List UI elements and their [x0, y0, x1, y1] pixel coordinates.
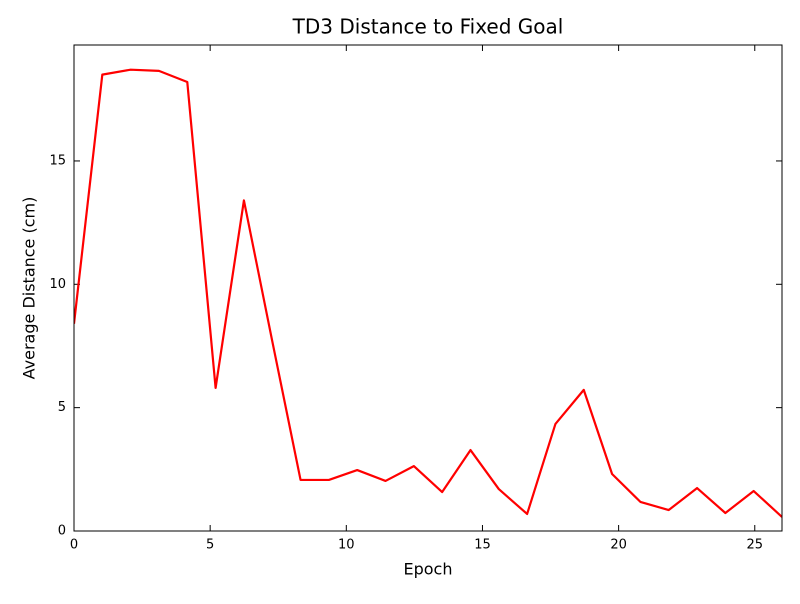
- x-tick-label: 15: [474, 538, 491, 553]
- y-tick-label: 10: [49, 277, 66, 292]
- x-tick-label: 25: [746, 538, 763, 553]
- y-tick-label: 0: [58, 524, 66, 539]
- plot-frame: [73, 44, 783, 532]
- chart-title: TD3 Distance to Fixed Goal: [292, 15, 564, 39]
- y-axis-label: Average Distance (cm): [20, 197, 39, 380]
- y-tick-label: 5: [58, 400, 66, 415]
- x-tick-label: 5: [206, 538, 214, 553]
- data-line: [74, 68, 782, 518]
- x-tick-label: 0: [70, 538, 78, 553]
- y-tick-label: 15: [49, 153, 66, 168]
- x-axis-label: Epoch: [404, 560, 453, 579]
- x-tick-label: 20: [610, 538, 627, 553]
- x-tick-label: 10: [338, 538, 355, 553]
